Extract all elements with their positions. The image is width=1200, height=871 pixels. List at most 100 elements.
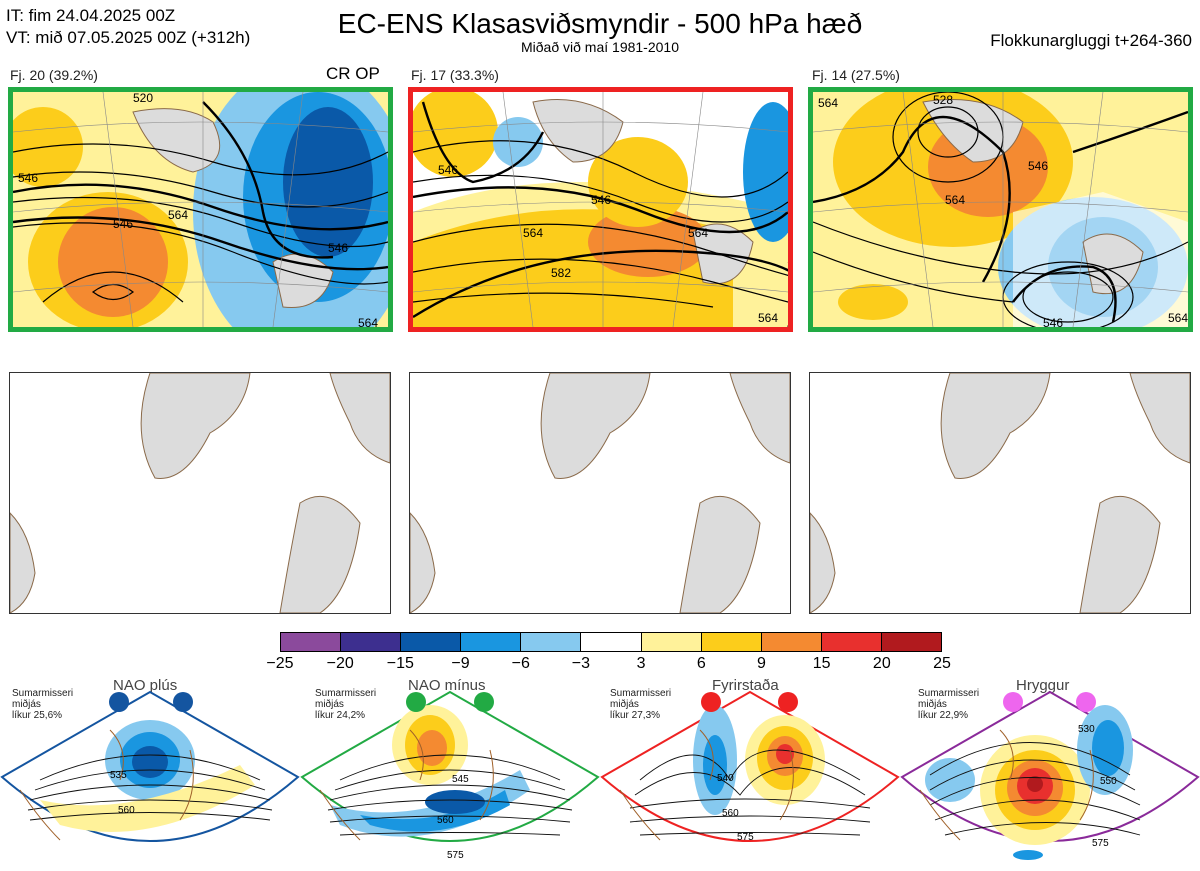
- cluster-1-field: 520 564 546 546 546 564: [13, 92, 388, 327]
- regime-2-map[interactable]: 545 560 575: [300, 690, 600, 861]
- cluster-1-contour-label: 520: [133, 92, 153, 105]
- cluster-2-label: Fj. 17 (33.3%): [411, 67, 499, 83]
- regime-4-line2: miðjás: [918, 699, 947, 710]
- regime-1-contour-label: 560: [118, 805, 135, 816]
- base-map-1: [9, 372, 391, 614]
- colorbar-swatch: [281, 633, 342, 651]
- regime-1-prob: líkur 25,6%: [12, 710, 63, 721]
- cluster-3-contour-label: 546: [1043, 316, 1063, 327]
- cluster-1-contour-label: 546: [113, 217, 133, 231]
- regime-3-contour-label: 560: [722, 808, 739, 819]
- cluster-1-contour-label: 564: [358, 316, 378, 327]
- colorbar-tick-label: 6: [696, 655, 706, 672]
- cluster-1-contour-label: 564: [168, 208, 188, 222]
- cluster-3-field: 564 528 546 564 546 564: [813, 92, 1188, 327]
- regime-1-name: NAO plús: [113, 677, 178, 694]
- regime-2-marker: [406, 692, 426, 712]
- regime-4-name: Hryggur: [1016, 677, 1070, 694]
- base-map-3-land: [810, 373, 1190, 613]
- cluster-3-contour-label: 528: [933, 93, 953, 107]
- cluster-3-contour-label: 564: [1168, 311, 1188, 325]
- cluster-2-map[interactable]: 546 546 564 582 564 564: [408, 87, 793, 332]
- colorbar-swatch: [521, 633, 582, 651]
- header-info: IT: fim 24.04.2025 00Z VT: mið 07.05.202…: [6, 5, 250, 49]
- colorbar-tick-label: −20: [326, 655, 354, 672]
- classification-window: Flokkunargluggi t+264-360: [990, 31, 1192, 50]
- regime-4-marker: [1076, 692, 1096, 712]
- regime-3-prob: líkur 27,3%: [610, 710, 661, 721]
- regime-2-contour-label: 545: [452, 774, 469, 785]
- base-map-2-land: [410, 373, 790, 613]
- colorbar-swatch: [641, 633, 702, 651]
- colorbar-tick-label: 3: [636, 655, 646, 672]
- colorbar-tick-label: 9: [757, 655, 766, 672]
- valid-time: VT: mið 07.05.2025 00Z (+312h): [6, 28, 251, 47]
- regime-2-contour-label: 560: [437, 815, 454, 826]
- colorbar-tick-label: −15: [386, 655, 414, 672]
- colorbar-swatch: [701, 633, 762, 651]
- regime-maps: 535 560 545 560 575: [0, 690, 1200, 861]
- regime-1-map[interactable]: 535 560: [0, 690, 300, 842]
- colorbar-tick-label: −9: [451, 655, 470, 672]
- regime-1-info: Sumarmisseri miðjás líkur 25,6%: [12, 688, 73, 721]
- regime-4-prob: líkur 22,9%: [918, 710, 969, 721]
- regime-4-contour-label: 550: [1100, 776, 1117, 787]
- colorbar-swatch: [401, 633, 462, 651]
- colorbar-tick-label: −6: [511, 655, 530, 672]
- colorbar: [280, 632, 942, 652]
- colorbar-tick-label: 15: [812, 655, 831, 672]
- regime-2-season: Sumarmisseri: [315, 688, 377, 699]
- cluster-3-contour-label: 564: [945, 193, 965, 207]
- page-subtitle: Miðað við maí 1981-2010: [521, 39, 679, 55]
- regime-4-map[interactable]: 530 550 575: [900, 690, 1200, 860]
- cluster-2-field: 546 546 564 582 564 564: [413, 92, 788, 327]
- regime-3-contour-label: 540: [717, 773, 734, 784]
- colorbar-swatch: [341, 633, 402, 651]
- cluster-3-contour-label: 546: [1028, 159, 1048, 173]
- regime-4-contour-label: 530: [1078, 724, 1095, 735]
- regime-1-season: Sumarmisseri: [12, 688, 74, 699]
- cluster-2-contour-label: 564: [758, 311, 778, 325]
- cluster-1-contour-label: 546: [18, 171, 38, 185]
- cluster-2-contour-label: 546: [438, 163, 458, 177]
- base-map-3: [809, 372, 1191, 614]
- colorbar-tick-label: −3: [571, 655, 591, 672]
- regime-4-info: Sumarmisseri miðjás líkur 22,9%: [918, 688, 979, 721]
- page-title: EC-ENS Klasasviðsmyndir - 500 hPa hæð: [337, 8, 863, 39]
- regime-3-marker: [701, 692, 721, 712]
- regime-2-prob: líkur 24,2%: [315, 710, 366, 721]
- regime-3-name: Fyrirstaða: [712, 677, 779, 694]
- regime-4-contour-label: 575: [1092, 838, 1109, 849]
- colorbar-swatch: [581, 633, 642, 651]
- cluster-2-contour-label: 564: [523, 226, 543, 240]
- regime-2-marker: [474, 692, 494, 712]
- regime-2-info: Sumarmisseri miðjás líkur 24,2%: [315, 688, 376, 721]
- cluster-3-contour-label: 564: [818, 96, 838, 110]
- cluster-3-map[interactable]: 564 528 546 564 546 564: [808, 87, 1193, 332]
- colorbar-tick-label: −25: [266, 655, 294, 672]
- cluster-1-tag: CR OP: [326, 64, 380, 83]
- cluster-3-label: Fj. 14 (27.5%): [812, 67, 900, 83]
- regime-2-line2: miðjás: [315, 699, 344, 710]
- colorbar-tick-label: 20: [872, 655, 891, 672]
- base-map-2: [409, 372, 791, 614]
- colorbar-swatch: [761, 633, 822, 651]
- regime-1-marker: [173, 692, 193, 712]
- cluster-2-contour-label: 546: [591, 193, 611, 207]
- regime-1-marker: [109, 692, 129, 712]
- colorbar-swatch: [461, 633, 522, 651]
- cluster-2-contour-label: 582: [551, 266, 571, 280]
- regime-4-season: Sumarmisseri: [918, 688, 980, 699]
- base-map-1-land: [10, 373, 390, 613]
- cluster-1-contour-label: 546: [328, 241, 348, 255]
- colorbar-swatch: [881, 633, 942, 651]
- regime-3-season: Sumarmisseri: [610, 688, 672, 699]
- colorbar-swatch: [821, 633, 882, 651]
- regime-3-info: Sumarmisseri miðjás líkur 27,3%: [610, 688, 671, 721]
- regime-2-name: NAO mínus: [408, 677, 486, 694]
- cluster-2-contour-label: 564: [688, 226, 708, 240]
- regime-3-map[interactable]: 540 560 575: [600, 690, 900, 843]
- regime-1-line2: miðjás: [12, 699, 41, 710]
- regime-1-contour-label: 535: [110, 770, 127, 781]
- cluster-1-map[interactable]: 520 564 546 546 546 564: [8, 87, 393, 332]
